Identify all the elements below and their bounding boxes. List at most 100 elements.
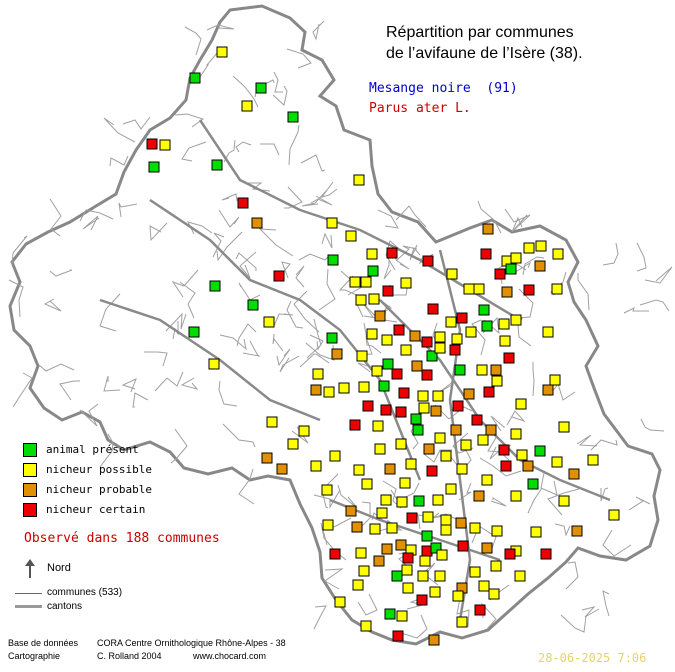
- marker-possible: [366, 248, 378, 260]
- marker-certain: [349, 419, 361, 431]
- marker-probable: [501, 286, 513, 298]
- marker-possible: [312, 368, 324, 380]
- map-title-line1: Répartition par communes: [386, 24, 574, 41]
- marker-certain: [523, 284, 535, 296]
- marker-certain: [402, 552, 414, 564]
- marker-present: [505, 263, 517, 275]
- marker-possible: [402, 582, 414, 594]
- marker-probable: [409, 330, 421, 342]
- marker-possible: [481, 474, 493, 486]
- marker-present: [148, 161, 160, 173]
- marker-possible: [417, 570, 429, 582]
- footer-carto-value: C. Rolland 2004: [97, 651, 162, 661]
- marker-probable: [381, 543, 393, 555]
- marker-probable: [351, 521, 363, 533]
- marker-possible: [358, 565, 370, 577]
- marker-possible: [405, 458, 417, 470]
- marker-possible: [353, 174, 365, 186]
- marker-possible: [349, 276, 361, 288]
- marker-certain: [391, 368, 403, 380]
- marker-possible: [460, 439, 472, 451]
- marker-certain: [480, 248, 492, 260]
- marker-certain: [398, 387, 410, 399]
- marker-present: [247, 299, 259, 311]
- marker-certain: [457, 540, 469, 552]
- marker-possible: [551, 283, 563, 295]
- marker-possible: [510, 314, 522, 326]
- cantons-line-sample: [15, 605, 42, 608]
- marker-possible: [542, 326, 554, 338]
- marker-possible: [491, 375, 503, 387]
- marker-certain: [421, 369, 433, 381]
- marker-possible: [456, 463, 468, 475]
- marker-possible: [463, 283, 475, 295]
- marker-possible: [374, 443, 386, 455]
- marker-probable: [568, 468, 580, 480]
- marker-possible: [551, 456, 563, 468]
- species-latin-name: Parus ater L.: [369, 101, 471, 116]
- marker-certain: [382, 285, 394, 297]
- cantons-label: cantons: [47, 601, 83, 612]
- marker-certain: [474, 604, 486, 616]
- marker-possible: [263, 316, 275, 328]
- marker-probable: [463, 388, 475, 400]
- marker-possible: [266, 416, 278, 428]
- marker-possible: [400, 277, 412, 289]
- marker-present: [430, 542, 442, 554]
- marker-possible: [516, 449, 528, 461]
- footer-db-label: Base de données: [8, 638, 79, 648]
- marker-possible: [445, 316, 457, 328]
- marker-certain: [540, 548, 552, 560]
- marker-possible: [326, 217, 338, 229]
- marker-certain: [146, 138, 158, 150]
- marker-possible: [434, 331, 446, 343]
- marker-possible: [436, 549, 448, 561]
- marker-possible: [469, 566, 481, 578]
- marker-possible: [498, 318, 510, 330]
- marker-probable: [373, 555, 385, 567]
- marker-certain: [395, 406, 407, 418]
- marker-certain: [406, 512, 418, 524]
- marker-certain: [386, 247, 398, 259]
- marker-probable: [542, 384, 554, 396]
- species-common-name: Mesange noire (91): [369, 81, 518, 96]
- marker-present: [211, 159, 223, 171]
- marker-present: [327, 254, 339, 266]
- marker-possible: [386, 522, 398, 534]
- legend-label-possible: nicheur possible: [46, 463, 152, 476]
- marker-possible: [432, 390, 444, 402]
- marker-probable: [534, 260, 546, 272]
- marker-possible: [401, 564, 413, 576]
- commune-boundaries: [8, 20, 673, 639]
- marker-possible: [360, 276, 372, 288]
- marker-possible: [549, 374, 561, 386]
- observed-count: Observé dans 188 communes: [24, 531, 220, 546]
- commune-markers: [146, 46, 620, 646]
- map-title-line2: de l’avifaune de l’Isère (38).: [386, 45, 583, 62]
- marker-possible: [465, 326, 477, 338]
- marker-possible: [310, 460, 322, 472]
- marker-possible: [491, 525, 503, 537]
- marker-possible: [396, 610, 408, 622]
- marker-possible: [366, 328, 378, 340]
- marker-possible: [358, 381, 370, 393]
- marker-probable: [428, 634, 440, 646]
- marker-present: [421, 530, 433, 542]
- marker-probable: [481, 542, 493, 554]
- legend-label-probable: nicheur probable: [46, 483, 152, 496]
- marker-certain: [237, 197, 249, 209]
- marker-possible: [440, 524, 452, 536]
- marker-possible: [329, 450, 341, 462]
- marker-possible: [321, 484, 333, 496]
- marker-possible: [208, 358, 220, 370]
- marker-possible: [490, 560, 502, 572]
- legend-swatch-probable: [23, 483, 37, 497]
- marker-possible: [432, 494, 444, 506]
- legend-label-certain: nicheur certain: [46, 503, 146, 516]
- marker-possible: [473, 283, 485, 295]
- footer-url[interactable]: www.chocard.com: [193, 651, 267, 661]
- marker-present: [188, 326, 200, 338]
- marker-possible: [452, 590, 464, 602]
- marker-possible: [478, 580, 490, 592]
